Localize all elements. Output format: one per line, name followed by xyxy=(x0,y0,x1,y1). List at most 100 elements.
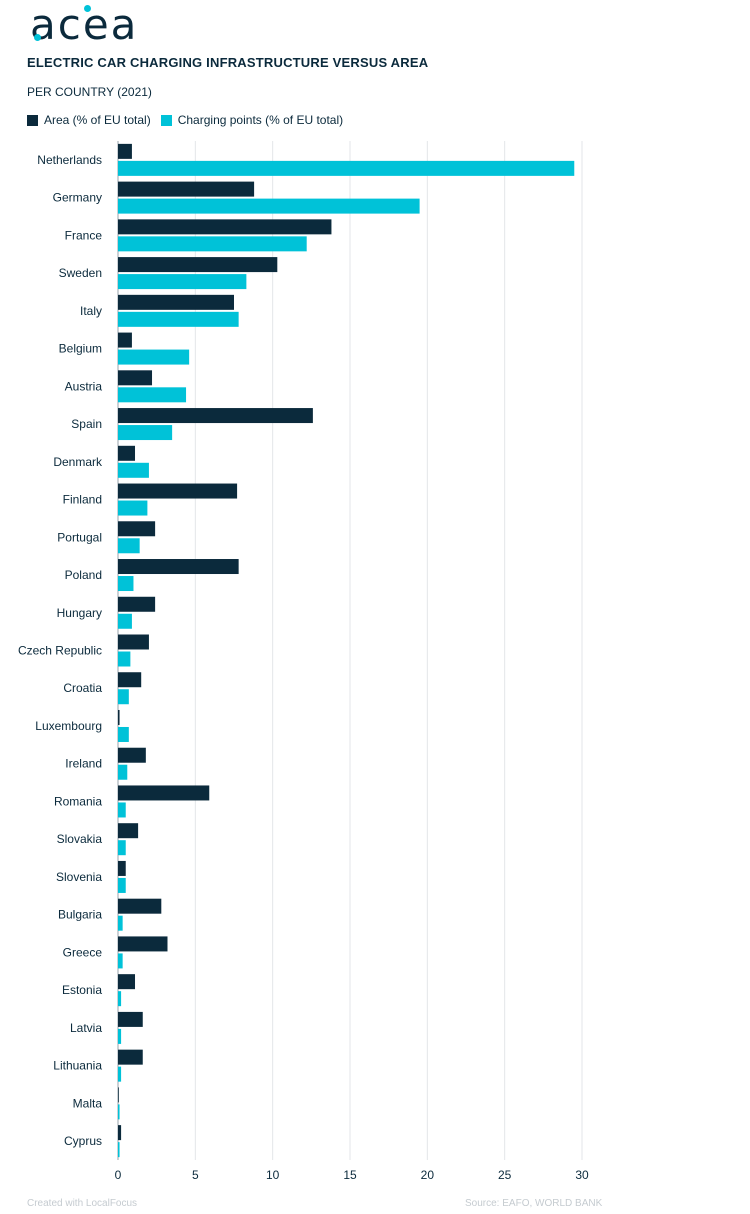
bar-area-slovakia xyxy=(118,823,139,839)
bar-charging-poland xyxy=(118,576,134,592)
category-label: Slovakia xyxy=(57,832,103,846)
legend-label-area: Area (% of EU total) xyxy=(44,113,151,127)
footer-source: Source: EAFO, WORLD BANK xyxy=(465,1198,603,1209)
category-label: Sweden xyxy=(59,266,102,280)
bar-charging-malta xyxy=(118,1104,120,1120)
category-label: Hungary xyxy=(57,606,102,620)
x-tick-label: 30 xyxy=(575,1168,589,1182)
category-label: Ireland xyxy=(65,757,102,771)
bar-area-greece xyxy=(118,936,168,952)
bar-area-estonia xyxy=(118,974,136,990)
category-label: Croatia xyxy=(63,681,102,695)
bar-area-ireland xyxy=(118,747,146,763)
bar-area-france xyxy=(118,219,332,235)
bar-charging-germany xyxy=(118,198,420,214)
legend: Area (% of EU total) Charging points (% … xyxy=(27,113,353,127)
bar-area-denmark xyxy=(118,445,136,461)
chart-title: ELECTRIC CAR CHARGING INFRASTRUCTURE VER… xyxy=(27,55,429,70)
bar-charging-portugal xyxy=(118,538,140,554)
bar-area-sweden xyxy=(118,257,278,273)
footer-credit: Created with LocalFocus xyxy=(27,1198,138,1209)
category-label: Slovenia xyxy=(56,870,102,884)
bar-area-malta xyxy=(118,1087,119,1103)
logo-dot-icon xyxy=(84,5,91,12)
legend-item-charging: Charging points (% of EU total) xyxy=(160,113,344,127)
bar-charging-slovakia xyxy=(118,840,126,856)
bar-charging-italy xyxy=(118,311,239,327)
bar-charging-luxembourg xyxy=(118,726,129,742)
x-tick-label: 5 xyxy=(192,1168,199,1182)
x-tick-label: 20 xyxy=(421,1168,435,1182)
legend-item-area: Area (% of EU total) xyxy=(27,113,151,127)
category-label: Italy xyxy=(80,304,102,318)
category-label: Austria xyxy=(65,379,103,393)
bar-area-finland xyxy=(118,483,238,499)
bar-charging-france xyxy=(118,236,307,252)
legend-label-charging: Charging points (% of EU total) xyxy=(177,113,344,127)
acea-logo: acea xyxy=(30,0,139,49)
x-tick-label: 25 xyxy=(498,1168,512,1182)
bar-area-cyprus xyxy=(118,1125,122,1141)
bar-charging-estonia xyxy=(118,991,122,1007)
bar-area-bulgaria xyxy=(118,898,162,914)
x-tick-label: 15 xyxy=(343,1168,357,1182)
category-label: Lithuania xyxy=(53,1059,102,1073)
legend-swatch-charging xyxy=(160,114,172,126)
bar-charging-finland xyxy=(118,500,148,516)
category-label: Cyprus xyxy=(64,1134,102,1148)
category-label: Finland xyxy=(63,493,102,507)
bar-charging-spain xyxy=(118,425,173,441)
category-label: Romania xyxy=(54,794,102,808)
category-label: Malta xyxy=(73,1096,103,1110)
bar-charging-bulgaria xyxy=(118,915,123,931)
legend-swatch-area xyxy=(27,114,38,126)
category-label: Greece xyxy=(63,945,103,959)
bar-charging-netherlands xyxy=(118,160,575,176)
logo-dot-icon xyxy=(34,34,41,41)
category-label: Belgium xyxy=(59,342,102,356)
bar-area-czech-republic xyxy=(118,634,149,650)
bar-area-netherlands xyxy=(118,143,132,159)
bar-charging-romania xyxy=(118,802,126,818)
bar-area-latvia xyxy=(118,1011,143,1027)
bar-area-germany xyxy=(118,181,255,197)
bar-charging-hungary xyxy=(118,613,132,629)
bar-area-romania xyxy=(118,785,210,801)
bar-area-lithuania xyxy=(118,1049,143,1065)
category-label: Bulgaria xyxy=(58,908,102,922)
bar-area-croatia xyxy=(118,672,142,688)
bar-area-austria xyxy=(118,370,153,386)
bar-charging-slovenia xyxy=(118,877,126,893)
category-label: Germany xyxy=(53,191,102,205)
bar-charging-belgium xyxy=(118,349,190,365)
bar-area-portugal xyxy=(118,521,156,537)
bar-charging-denmark xyxy=(118,462,149,478)
bar-charging-ireland xyxy=(118,764,128,780)
x-tick-label: 0 xyxy=(115,1168,122,1182)
bar-area-italy xyxy=(118,294,234,310)
bar-charging-croatia xyxy=(118,689,129,705)
category-label: Luxembourg xyxy=(35,719,102,733)
bar-area-poland xyxy=(118,559,239,575)
chart-subtitle: PER COUNTRY (2021) xyxy=(27,85,152,99)
bar-charging-latvia xyxy=(118,1028,122,1044)
category-label: France xyxy=(65,228,103,242)
bar-area-slovenia xyxy=(118,860,126,876)
bar-area-belgium xyxy=(118,332,132,348)
category-label: Latvia xyxy=(70,1021,102,1035)
bar-charging-austria xyxy=(118,387,187,403)
bar-charging-cyprus xyxy=(118,1142,120,1158)
bar-area-spain xyxy=(118,408,313,424)
category-label: Czech Republic xyxy=(18,644,102,658)
bar-charging-czech-republic xyxy=(118,651,131,667)
bar-charging-greece xyxy=(118,953,123,969)
category-label: Spain xyxy=(71,417,102,431)
category-label: Netherlands xyxy=(37,153,102,167)
category-label: Portugal xyxy=(57,530,102,544)
x-tick-label: 10 xyxy=(266,1168,280,1182)
bar-charging-sweden xyxy=(118,274,247,290)
category-label: Denmark xyxy=(53,455,103,469)
bar-charging-lithuania xyxy=(118,1066,122,1082)
bar-area-hungary xyxy=(118,596,156,612)
